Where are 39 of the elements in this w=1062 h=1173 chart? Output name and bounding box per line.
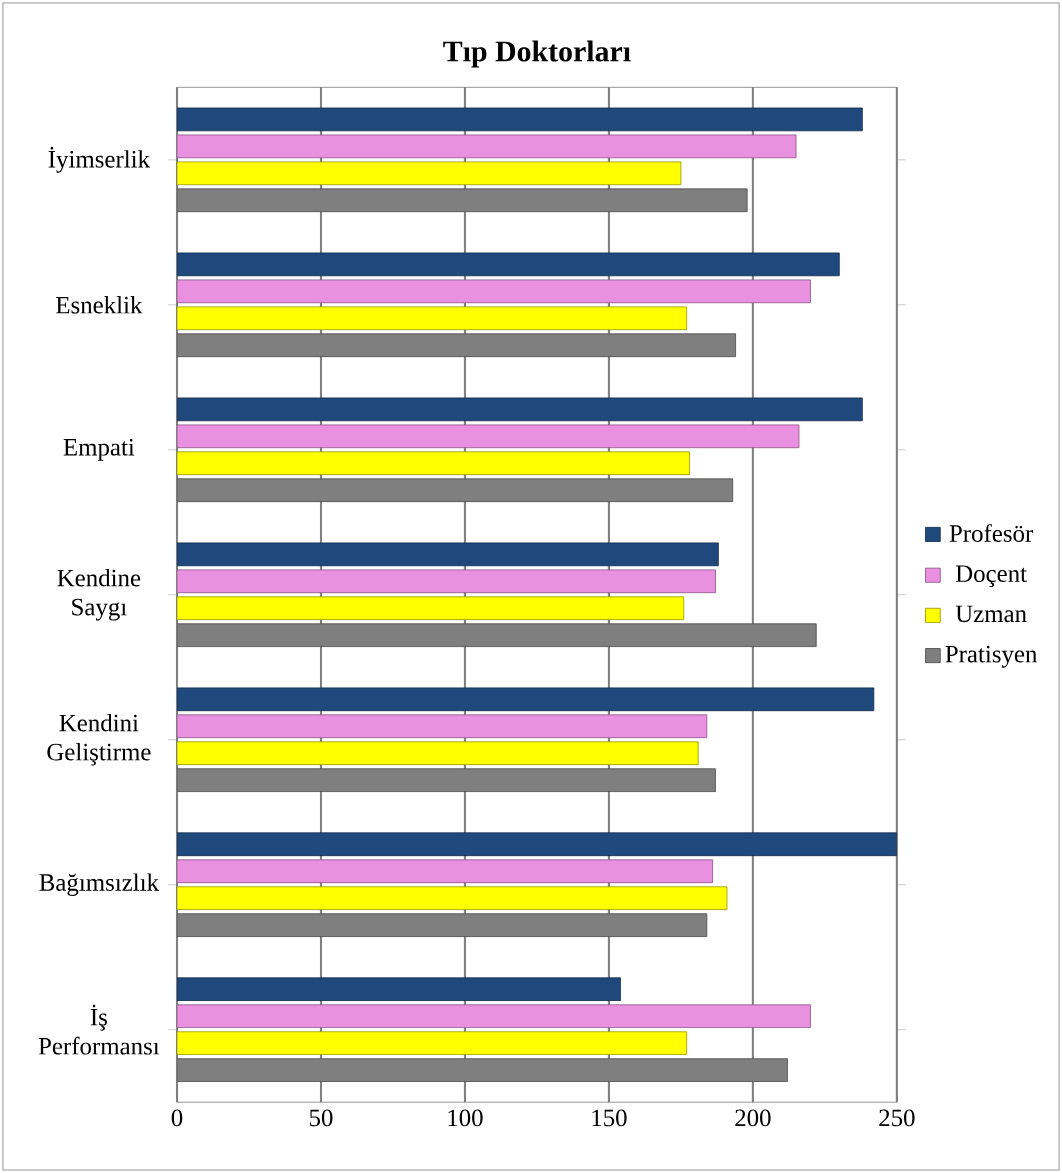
bar — [176, 134, 797, 159]
bar — [176, 977, 621, 1002]
bar — [176, 306, 688, 331]
bar — [176, 1004, 811, 1029]
y-tick-label: Kendine Saygı — [57, 568, 141, 621]
y-tick-label: İş Performansı — [38, 1004, 160, 1055]
bar — [176, 397, 863, 422]
bar — [176, 859, 713, 884]
bar — [176, 1031, 688, 1056]
bar — [176, 107, 863, 132]
bar — [176, 687, 875, 712]
y-tick-label: Empati — [63, 438, 135, 461]
bar — [176, 252, 840, 277]
bar — [176, 542, 719, 567]
bar — [176, 832, 897, 857]
bar — [176, 161, 682, 186]
bar — [176, 596, 685, 621]
legend-label: Pratisyen — [945, 645, 1038, 668]
bar — [176, 741, 699, 766]
y-tick-label: Kendini Geliştirme — [47, 713, 151, 766]
x-tick-label: 200 — [735, 1109, 771, 1127]
bar — [176, 451, 690, 476]
x-tick-label: 0 — [171, 1109, 183, 1127]
chart-title: Tıp Doktorları — [443, 40, 631, 68]
bar — [176, 569, 716, 594]
x-tick-label: 150 — [592, 1109, 627, 1127]
y-tick-label: Bağımsızlık — [39, 873, 160, 897]
legend-label: Profesör — [949, 524, 1034, 542]
y-tick-label: Esneklik — [56, 296, 143, 314]
y-tick-label: İyimserlik — [48, 146, 151, 173]
legend-label: Uzman — [955, 605, 1027, 623]
legend-label: Doçent — [955, 565, 1027, 588]
bar — [176, 279, 811, 304]
bar — [176, 714, 708, 739]
x-tick-label: 250 — [879, 1109, 915, 1127]
x-tick-label: 50 — [309, 1109, 333, 1127]
x-tick-label: 100 — [448, 1109, 483, 1127]
bar — [176, 886, 728, 911]
bar — [176, 424, 800, 449]
